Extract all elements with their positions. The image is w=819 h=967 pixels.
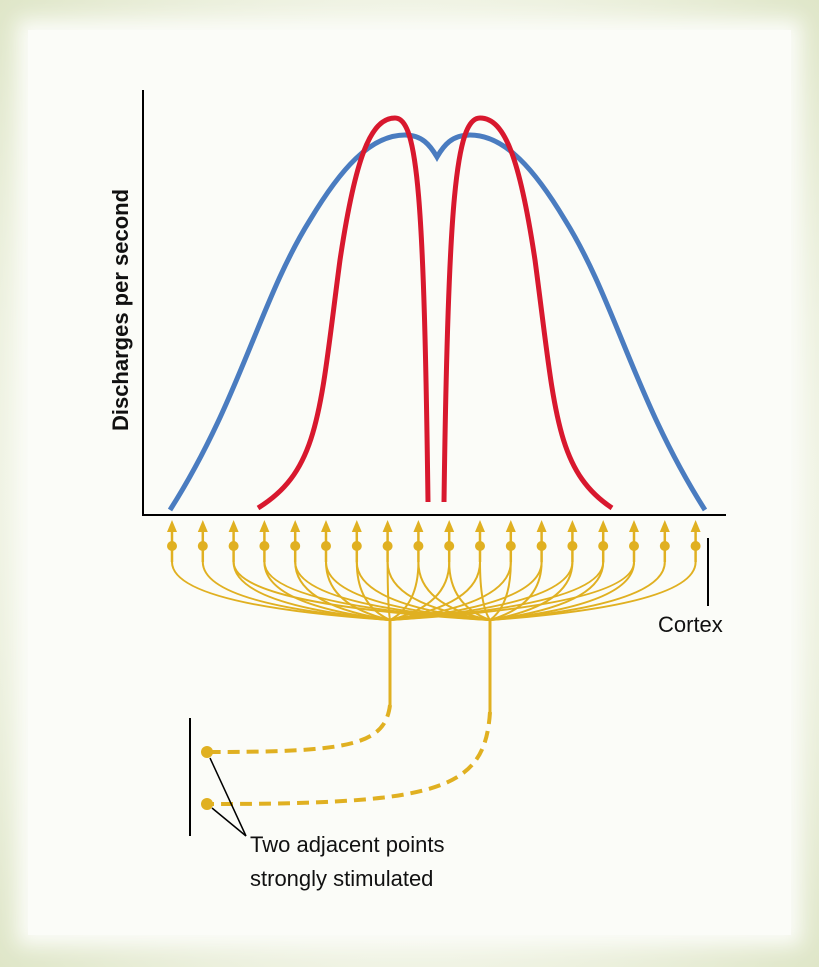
neuron-body [505,541,516,551]
stimulus-label: strongly stimulated [250,866,433,891]
neuron-arrow [536,520,547,532]
neuron-arrow [290,520,301,532]
neuron-body [290,541,301,551]
neuron-arrow [197,520,208,532]
neuron-body [413,541,424,551]
stimulus-label: Two adjacent points [250,832,444,857]
branch [386,561,491,621]
neuron-arrow [321,520,331,532]
neuron-arrow [351,520,362,532]
branch [489,561,697,621]
y-axis-label: Discharges per second [108,189,133,431]
branch [355,561,491,621]
neuron-body [567,541,578,551]
neuron-body [228,541,239,551]
neuron-arrow [598,520,609,532]
branch [263,561,391,621]
neuron-arrow [505,520,516,532]
pointer [211,807,247,837]
neuron-body [475,541,485,551]
neuron-body [629,541,639,551]
stimulus-point [201,746,213,758]
neuron-arrow [629,520,639,532]
neuron-arrow [444,520,455,532]
neuron-arrow [382,520,393,532]
neuron-body [382,541,393,551]
neuron-body [444,541,455,551]
stimulus-point [201,798,213,810]
red-curve-right [441,115,614,511]
neuron-group [167,520,701,621]
cortex-label: Cortex [658,612,723,637]
dashed-fiber [209,704,392,754]
neuron-arrow [690,520,701,532]
neuron-arrow [167,520,177,532]
dashed-fiber [209,711,492,806]
neuron-body [167,541,177,551]
neuron-body [351,541,362,551]
panel [28,30,791,935]
neuron-body [690,541,701,551]
neuron-arrow [259,520,270,532]
neuron-arrow [413,520,424,532]
branch [389,561,635,621]
neuron-arrow [475,520,485,532]
branch [417,561,491,621]
neuron-arrow [228,520,239,532]
neuron-arrow [659,520,670,532]
neuron-body [598,541,609,551]
branch [232,561,391,621]
neuron-body [197,541,208,551]
red-curve-left [256,115,431,511]
branch [389,561,481,621]
neuron-body [259,541,270,551]
neuron-body [536,541,547,551]
neuron-body [659,541,670,551]
blue-curve [167,132,708,512]
neuron-arrow [567,520,578,532]
pointer [209,757,247,837]
neuron-body [321,541,331,551]
branch [448,561,491,621]
